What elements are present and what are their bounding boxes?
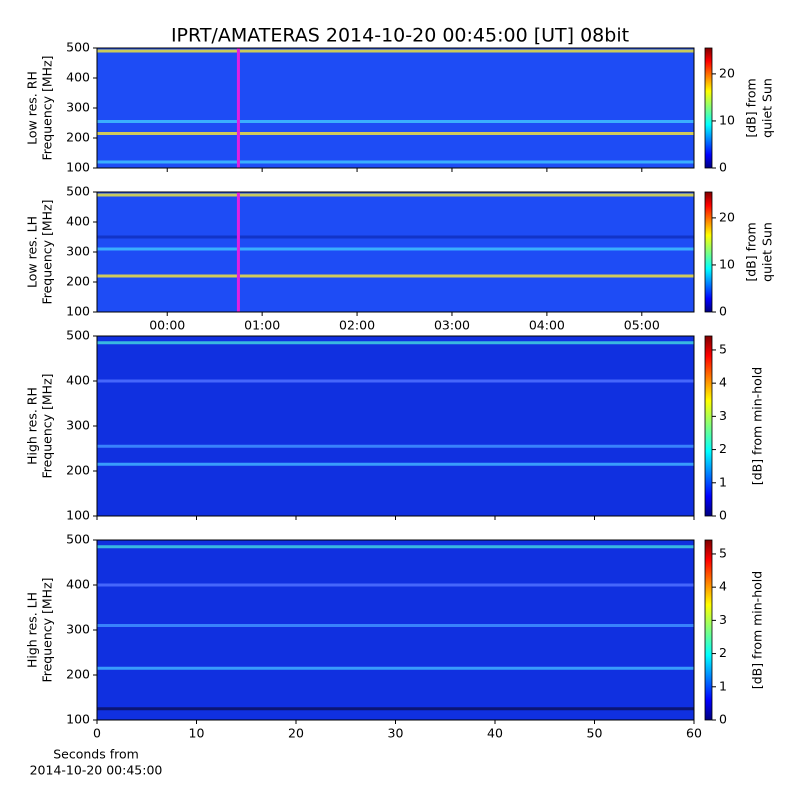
- spectrogram-image: [97, 192, 694, 312]
- y-tick-label: 300: [66, 244, 90, 259]
- y-tick-label: 100: [66, 712, 90, 727]
- y-axis-label: Frequency [MHz]: [40, 373, 55, 478]
- x-tick-label: 50: [587, 726, 603, 741]
- y-tick-label: 200: [66, 130, 90, 145]
- x-tick-label: 01:00: [244, 318, 280, 333]
- spectrogram-image: [97, 540, 694, 720]
- y-tick-label: 200: [66, 463, 90, 478]
- y-axis-label: High res. LH: [25, 592, 40, 668]
- emission-band: [97, 120, 694, 123]
- colorbar-tick-label: 5: [719, 545, 727, 560]
- colorbar-tick-label: 3: [719, 612, 727, 627]
- emission-band: [97, 624, 694, 627]
- colorbar: [704, 191, 713, 313]
- figure-title: IPRT/AMATERAS 2014-10-20 00:45:00 [UT] 0…: [171, 25, 629, 47]
- x-tick-label: 04:00: [529, 318, 565, 333]
- x-axis-label: Seconds from: [53, 747, 139, 762]
- y-tick-label: 500: [66, 532, 90, 547]
- spectrogram-image: [97, 336, 694, 516]
- colorbar-label: [dB] from: [744, 222, 759, 281]
- colorbar-tick-label: 20: [719, 209, 735, 224]
- colorbar-tick-label: 0: [719, 712, 727, 727]
- emission-band: [97, 341, 694, 345]
- colorbar: [704, 47, 713, 169]
- y-tick-label: 400: [66, 70, 90, 85]
- emission-band: [97, 235, 694, 239]
- emission-band: [97, 132, 694, 135]
- y-tick-label: 400: [66, 214, 90, 229]
- y-axis-label: Low res. LH: [25, 216, 40, 288]
- x-tick-label: 40: [487, 726, 503, 741]
- emission-band: [97, 462, 694, 466]
- y-axis-label: High res. RH: [25, 387, 40, 465]
- emission-band: [97, 49, 694, 53]
- colorbar: [704, 539, 713, 721]
- emission-band: [97, 666, 694, 670]
- x-tick-label: 00:00: [149, 318, 185, 333]
- x-tick-label: 0: [93, 726, 101, 741]
- colorbar-tick-label: 0: [719, 160, 727, 175]
- colorbar-tick-label: 4: [719, 579, 727, 594]
- colorbar-tick-label: 0: [719, 304, 727, 319]
- y-tick-label: 500: [66, 40, 90, 55]
- colorbar-tick-label: 2: [719, 441, 727, 456]
- emission-band: [97, 274, 694, 278]
- emission-band: [97, 545, 694, 549]
- y-tick-label: 500: [66, 328, 90, 343]
- colorbar-label: [dB] from min-hold: [750, 571, 765, 689]
- colorbar-tick-label: 10: [719, 112, 735, 127]
- x-axis-label: 2014-10-20 00:45:00: [30, 763, 163, 778]
- y-axis-label: Frequency [MHz]: [40, 577, 55, 682]
- spectrogram-image: [97, 48, 694, 168]
- colorbar-tick-label: 3: [719, 408, 727, 423]
- y-tick-label: 100: [66, 160, 90, 175]
- colorbar-tick-label: 4: [719, 375, 727, 390]
- x-tick-label: 20: [288, 726, 304, 741]
- emission-band: [97, 444, 694, 448]
- emission-band: [97, 160, 694, 164]
- colorbar-tick-label: 2: [719, 645, 727, 660]
- colorbar-tick-label: 0: [719, 508, 727, 523]
- colorbar-tick-label: 5: [719, 341, 727, 356]
- colorbar-tick-label: 20: [719, 65, 735, 80]
- colorbar-label: [dB] from min-hold: [750, 367, 765, 485]
- y-tick-label: 400: [66, 373, 90, 388]
- y-axis-label: Low res. RH: [25, 71, 40, 145]
- x-tick-label: 03:00: [434, 318, 470, 333]
- y-tick-label: 300: [66, 100, 90, 115]
- x-tick-label: 60: [686, 726, 702, 741]
- y-tick-label: 300: [66, 622, 90, 637]
- y-tick-label: 200: [66, 274, 90, 289]
- y-axis-label: Frequency [MHz]: [40, 199, 55, 304]
- emission-band: [97, 193, 694, 197]
- y-tick-label: 100: [66, 508, 90, 523]
- emission-band: [97, 707, 694, 711]
- colorbar-label: [dB] from: [744, 78, 759, 137]
- emission-band: [97, 583, 694, 587]
- x-tick-label: 05:00: [624, 318, 660, 333]
- colorbar-label: quiet Sun: [760, 222, 775, 282]
- colorbar-tick-label: 10: [719, 256, 735, 271]
- x-tick-label: 02:00: [339, 318, 375, 333]
- x-tick-label: 30: [388, 726, 404, 741]
- colorbar-label: quiet Sun: [760, 78, 775, 138]
- y-tick-label: 400: [66, 577, 90, 592]
- colorbar-tick-label: 1: [719, 474, 727, 489]
- y-tick-label: 100: [66, 304, 90, 319]
- y-tick-label: 200: [66, 667, 90, 682]
- y-tick-label: 300: [66, 418, 90, 433]
- emission-band: [97, 379, 694, 383]
- x-tick-label: 10: [189, 726, 205, 741]
- y-tick-label: 500: [66, 184, 90, 199]
- emission-band: [97, 247, 694, 251]
- y-axis-label: Frequency [MHz]: [40, 55, 55, 160]
- colorbar-tick-label: 1: [719, 678, 727, 693]
- colorbar: [704, 335, 713, 517]
